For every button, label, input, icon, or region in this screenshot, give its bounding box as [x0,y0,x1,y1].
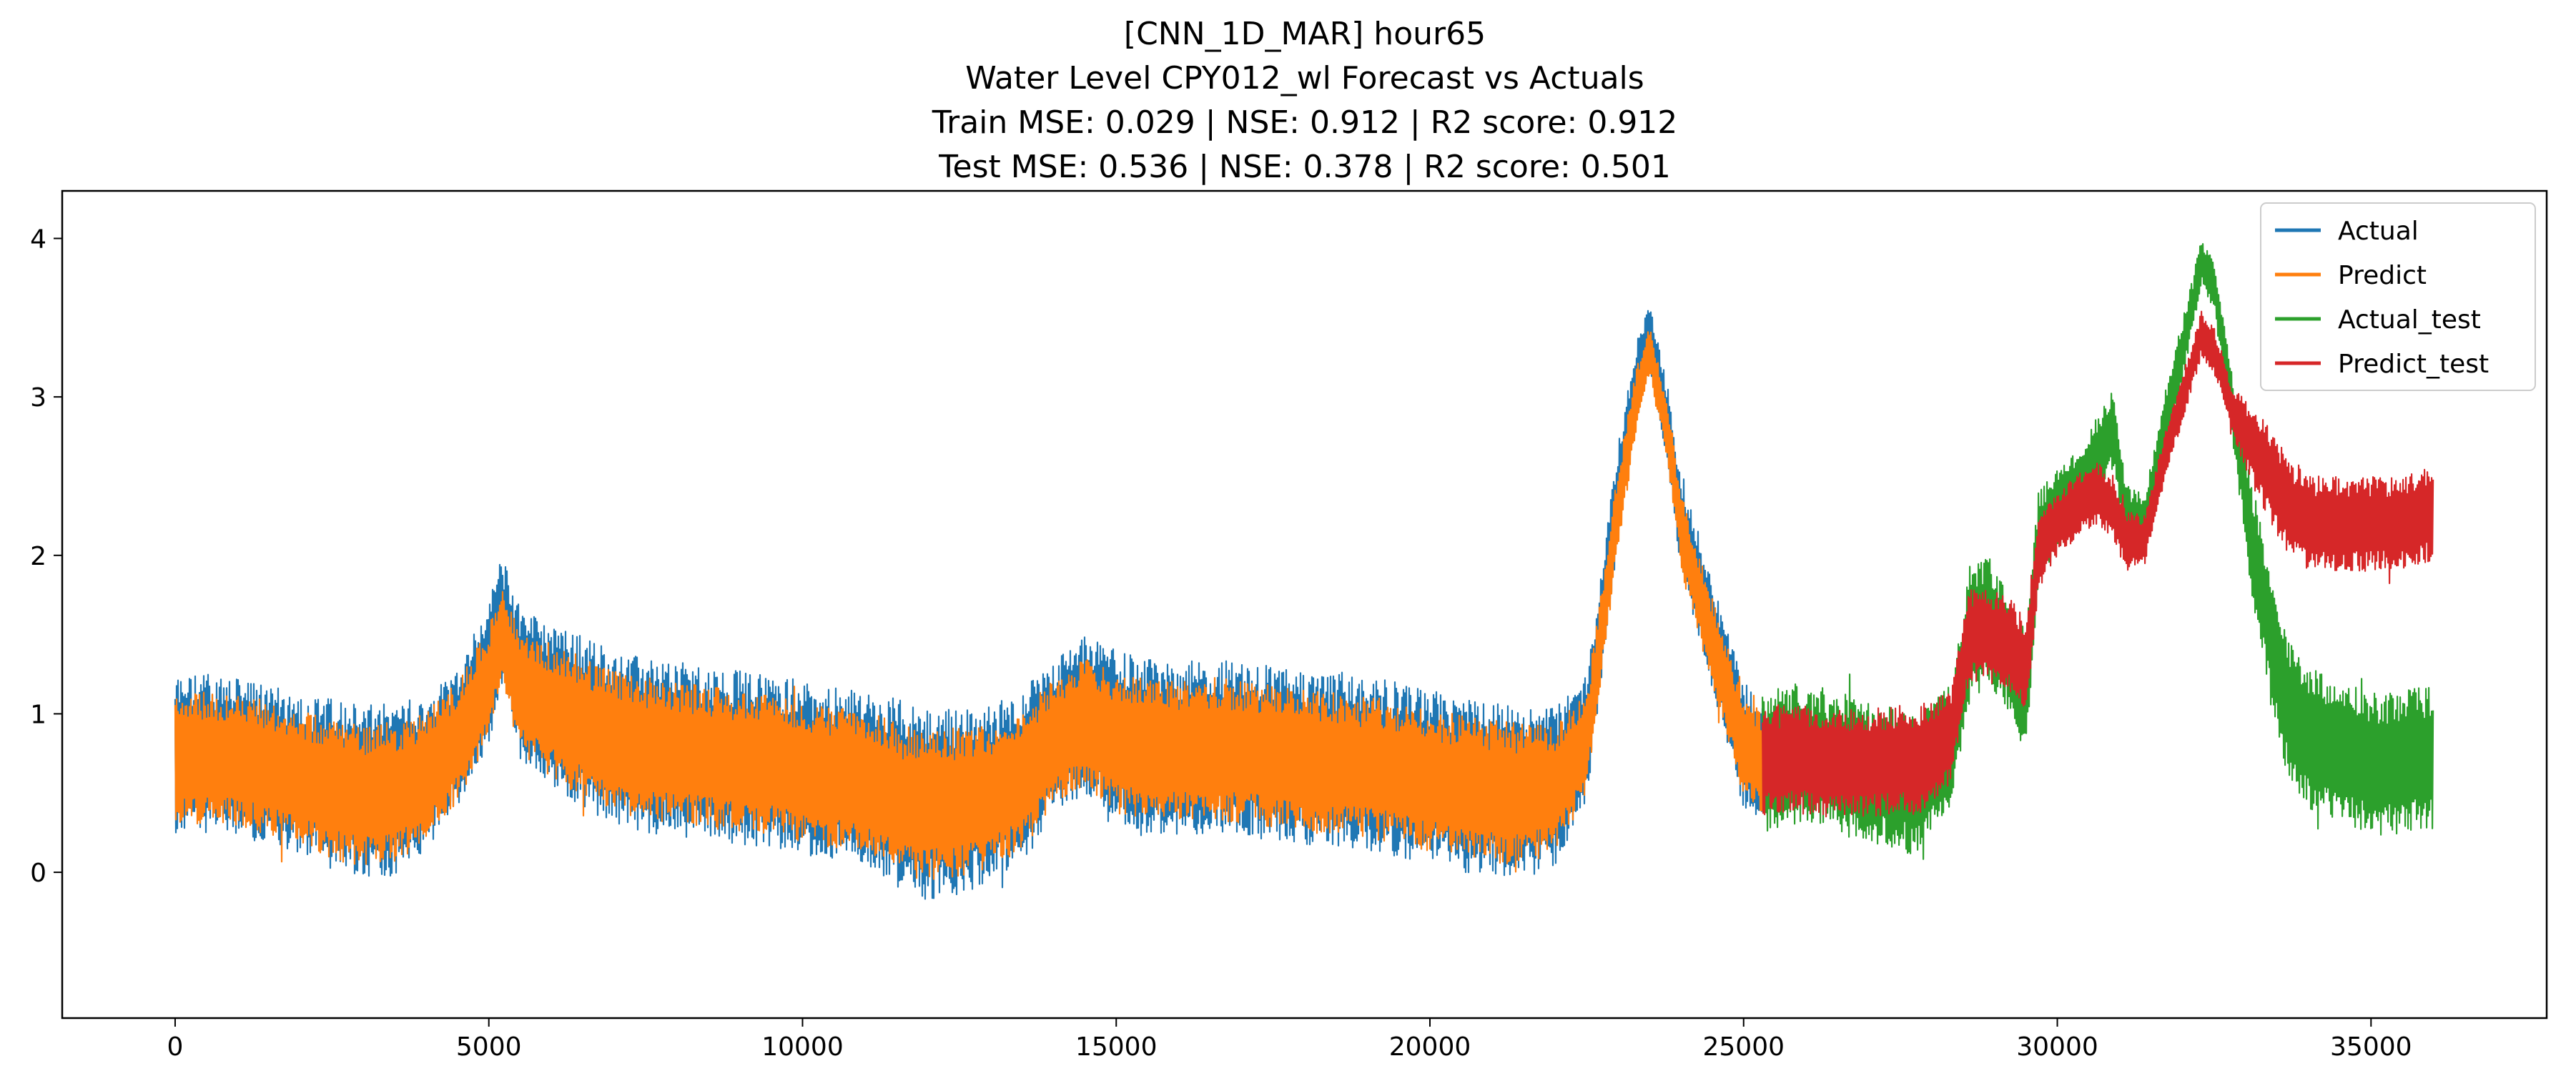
title-line-3: Train MSE: 0.029 | NSE: 0.912 | R2 score… [932,104,1678,141]
series-line-predict [174,331,1764,880]
legend-label-actual: Actual [2338,217,2419,246]
legend-label-predict: Predict [2338,261,2427,290]
legend: Actual Predict Actual_test Predict_test [2260,202,2536,391]
y-tick-label: 2 [30,542,46,571]
y-axis: 0 1 2 3 4 [30,224,62,888]
x-axis: 0 5000 10000 15000 20000 25000 30000 35000 [167,1018,2412,1062]
x-tick-label: 20000 [1389,1032,1471,1062]
x-tick-label: 35000 [2330,1032,2412,1062]
y-tick-label: 4 [30,224,46,254]
x-tick-label: 10000 [761,1032,844,1062]
series-line-predict-test [1762,310,2434,818]
chart-title: [CNN_1D_MAR] hour65 Water Level CPY012_w… [932,16,1678,185]
plot-series [174,243,2434,900]
x-tick-label: 0 [167,1032,184,1062]
plot-frame [61,189,2548,1020]
title-line-4: Test MSE: 0.536 | NSE: 0.378 | R2 score:… [938,149,1671,185]
legend-box [2260,202,2536,391]
title-line-2: Water Level CPY012_wl Forecast vs Actual… [965,60,1644,97]
legend-label-predict-test: Predict_test [2338,350,2489,379]
y-tick-label: 0 [30,859,46,888]
title-line-1: [CNN_1D_MAR] hour65 [1124,16,1486,52]
x-tick-label: 5000 [456,1032,522,1062]
legend-label-actual-test: Actual_test [2338,305,2481,335]
y-tick-label: 3 [30,383,46,413]
x-tick-label: 25000 [1703,1032,1785,1062]
x-tick-label: 30000 [2016,1032,2098,1062]
y-tick-label: 1 [30,700,46,729]
x-tick-label: 15000 [1075,1032,1158,1062]
